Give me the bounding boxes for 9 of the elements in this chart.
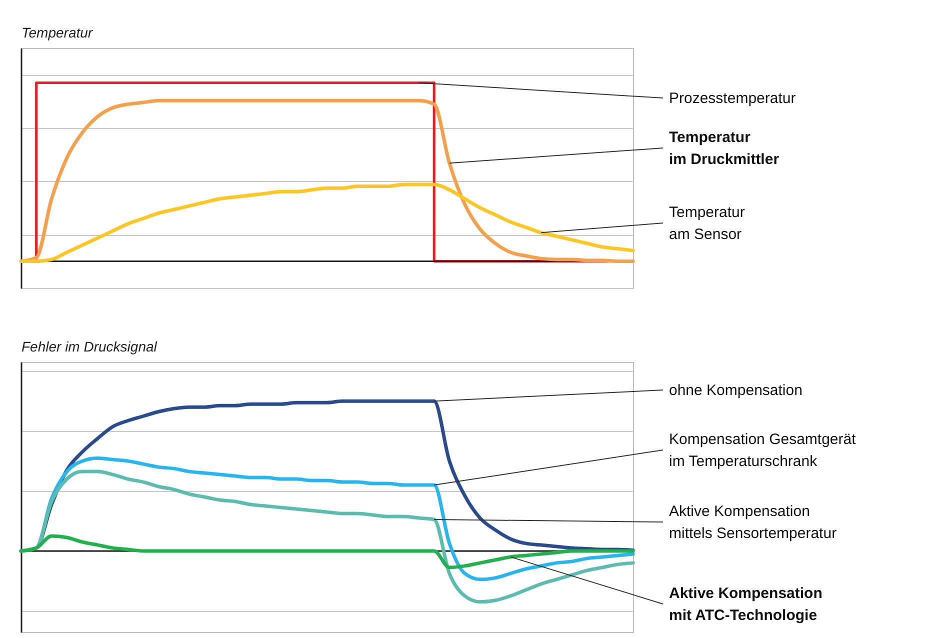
- text: Aktive Kompensation mittels Sensortemperatur: [669, 503, 837, 542]
- text: Temperatur im Druckmittler: [669, 129, 780, 168]
- text: Prozesstemperatur: [669, 90, 796, 107]
- text: Kompensation Gesamtgerät im Temperaturschrank: [669, 431, 857, 470]
- y-axis-title: Temperatur: [22, 24, 94, 40]
- text: Temperatur am Sensor: [669, 204, 745, 243]
- text: Aktive Kompensation mit ATC-Technologie: [669, 585, 822, 624]
- text: ohne Kompensation: [669, 382, 802, 399]
- y-axis-title: Fehler im Drucksignal: [22, 338, 158, 354]
